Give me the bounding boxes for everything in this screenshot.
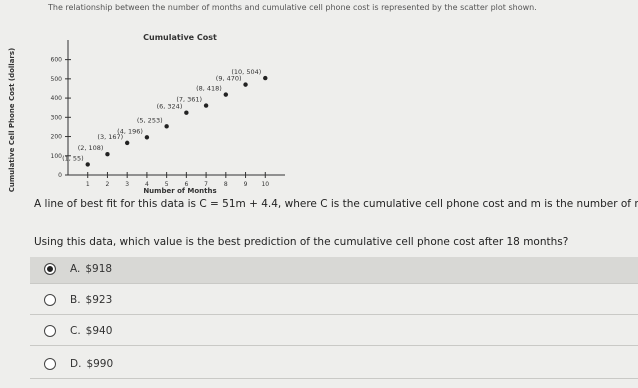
- x-tick-label: 10: [261, 181, 269, 188]
- point-label: (2, 108): [78, 144, 104, 152]
- y-tick-label: 600: [51, 57, 63, 64]
- choice-letter: C.: [70, 325, 81, 337]
- choice[interactable]: A. $918: [30, 257, 638, 284]
- radio-button[interactable]: [44, 325, 56, 337]
- choice[interactable]: C. $940: [30, 319, 638, 346]
- chart-title: Cumulative Cost: [143, 33, 217, 42]
- choice-letter: B.: [70, 294, 81, 306]
- question-text: Using this data, which value is the best…: [34, 236, 569, 248]
- choice-text: $940: [85, 325, 113, 337]
- x-tick-label: 9: [244, 181, 248, 188]
- choice-text: $923: [85, 294, 113, 306]
- radio-button[interactable]: [44, 294, 56, 306]
- y-tick-label: 0: [58, 172, 62, 179]
- x-tick-label: 5: [165, 181, 169, 188]
- y-tick-label: 400: [51, 95, 63, 102]
- radio-button[interactable]: [44, 358, 56, 370]
- point-label: (5, 253): [137, 116, 163, 124]
- point: [243, 82, 248, 87]
- point: [184, 110, 189, 115]
- y-tick-label: 300: [51, 114, 63, 121]
- y-tick-label: 500: [51, 76, 63, 83]
- intro-text: The relationship between the number of m…: [48, 3, 537, 12]
- choice[interactable]: B. $923: [30, 288, 638, 315]
- x-tick-label: 3: [125, 181, 129, 188]
- x-tick-label: 6: [184, 181, 188, 188]
- x-axis-label: Number of Months: [143, 187, 216, 195]
- point: [223, 92, 229, 97]
- choice-text: $990: [86, 358, 114, 370]
- point: [124, 140, 130, 146]
- point: [203, 103, 209, 108]
- y-tick-label: 200: [51, 134, 63, 141]
- choice-letter: D.: [70, 358, 82, 370]
- x-tick-label: 8: [224, 181, 228, 188]
- choice-text: $918: [85, 263, 113, 275]
- point-label: (8, 418): [196, 85, 222, 93]
- y-tick-label: 100: [51, 153, 63, 160]
- x-tick-label: 4: [145, 181, 149, 188]
- chart: Cumulative Cost Number of Months Cumulat…: [8, 33, 285, 195]
- point: [263, 75, 268, 81]
- choice[interactable]: D. $990: [30, 352, 638, 379]
- x-tick-label: 7: [204, 181, 208, 188]
- point-label: (1, 55): [62, 154, 84, 162]
- radio-button[interactable]: [44, 263, 56, 275]
- point: [144, 135, 150, 140]
- choice-label[interactable]: B. $923: [70, 294, 112, 306]
- y-axis-label: Cumulative Cell Phone Cost (dollars): [8, 48, 16, 192]
- point-label: (6, 324): [157, 103, 183, 111]
- x-tick-label: 1: [86, 181, 90, 188]
- point: [164, 124, 169, 129]
- choice-label[interactable]: D. $990: [70, 358, 113, 370]
- choice-label[interactable]: A. $918: [70, 263, 112, 275]
- fit-text: A line of best fit for this data is C = …: [34, 198, 638, 210]
- point-label: (9, 470): [216, 75, 242, 83]
- point-label: (7, 361): [176, 96, 202, 104]
- point: [105, 152, 110, 157]
- choice-label[interactable]: C. $940: [70, 325, 112, 337]
- point-label: (10, 504): [231, 68, 261, 76]
- x-tick-label: 2: [106, 181, 110, 188]
- point-label: (4, 196): [117, 127, 143, 135]
- point-label: (3, 167): [97, 133, 123, 141]
- point: [85, 162, 90, 167]
- choice-letter: A.: [70, 263, 81, 275]
